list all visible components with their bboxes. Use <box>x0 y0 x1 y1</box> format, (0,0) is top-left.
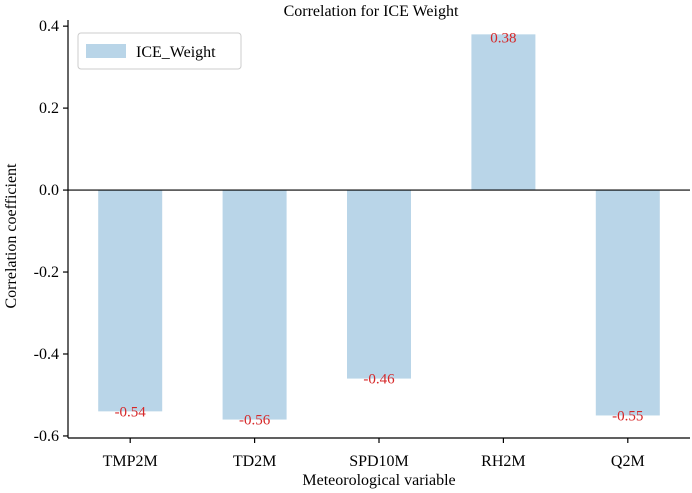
y-tick-label: 0.4 <box>39 18 59 35</box>
bar-td2m <box>222 190 287 420</box>
x-tick-label-q2m: Q2M <box>611 453 645 470</box>
x-ticks-group: TMP2M TD2M SPD10M RH2M Q2M <box>103 438 645 470</box>
value-label-td2m: -0.56 <box>239 413 271 429</box>
legend-box <box>77 32 242 70</box>
legend-label: ICE_Weight <box>136 44 216 61</box>
y-tick-label: 0.0 <box>39 182 59 199</box>
y-tick-label: -0.6 <box>34 428 59 445</box>
value-label-rh2m: 0.38 <box>490 30 516 46</box>
y-ticks-group: -0.6 -0.4 -0.2 0.0 0.2 0.4 <box>34 18 68 445</box>
bar-q2m <box>595 190 660 416</box>
value-label-spd10m: -0.46 <box>363 372 395 388</box>
x-tick-label-spd10m: SPD10M <box>349 453 409 470</box>
y-axis-label: Correlation coefficient <box>3 163 20 309</box>
x-tick-label-tmp2m: TMP2M <box>103 453 158 470</box>
x-tick-label-rh2m: RH2M <box>481 453 525 470</box>
value-label-q2m: -0.55 <box>612 408 643 424</box>
y-tick-label: -0.2 <box>34 264 59 281</box>
bar-spd10m <box>347 190 411 379</box>
value-label-tmp2m: -0.54 <box>115 404 147 420</box>
bar-rh2m <box>471 34 536 191</box>
x-axis-label: Meteorological variable <box>302 472 455 489</box>
y-tick-label: -0.4 <box>34 346 59 363</box>
legend: ICE_Weight <box>77 32 242 70</box>
chart-title: Correlation for ICE Weight <box>284 3 459 20</box>
bar-tmp2m <box>98 190 163 412</box>
bars-group <box>98 34 660 420</box>
x-tick-label-td2m: TD2M <box>233 453 277 470</box>
value-labels-group: -0.54 -0.56 -0.46 0.38 -0.55 <box>115 30 644 428</box>
legend-swatch <box>86 44 126 58</box>
y-tick-label: 0.2 <box>39 100 59 117</box>
